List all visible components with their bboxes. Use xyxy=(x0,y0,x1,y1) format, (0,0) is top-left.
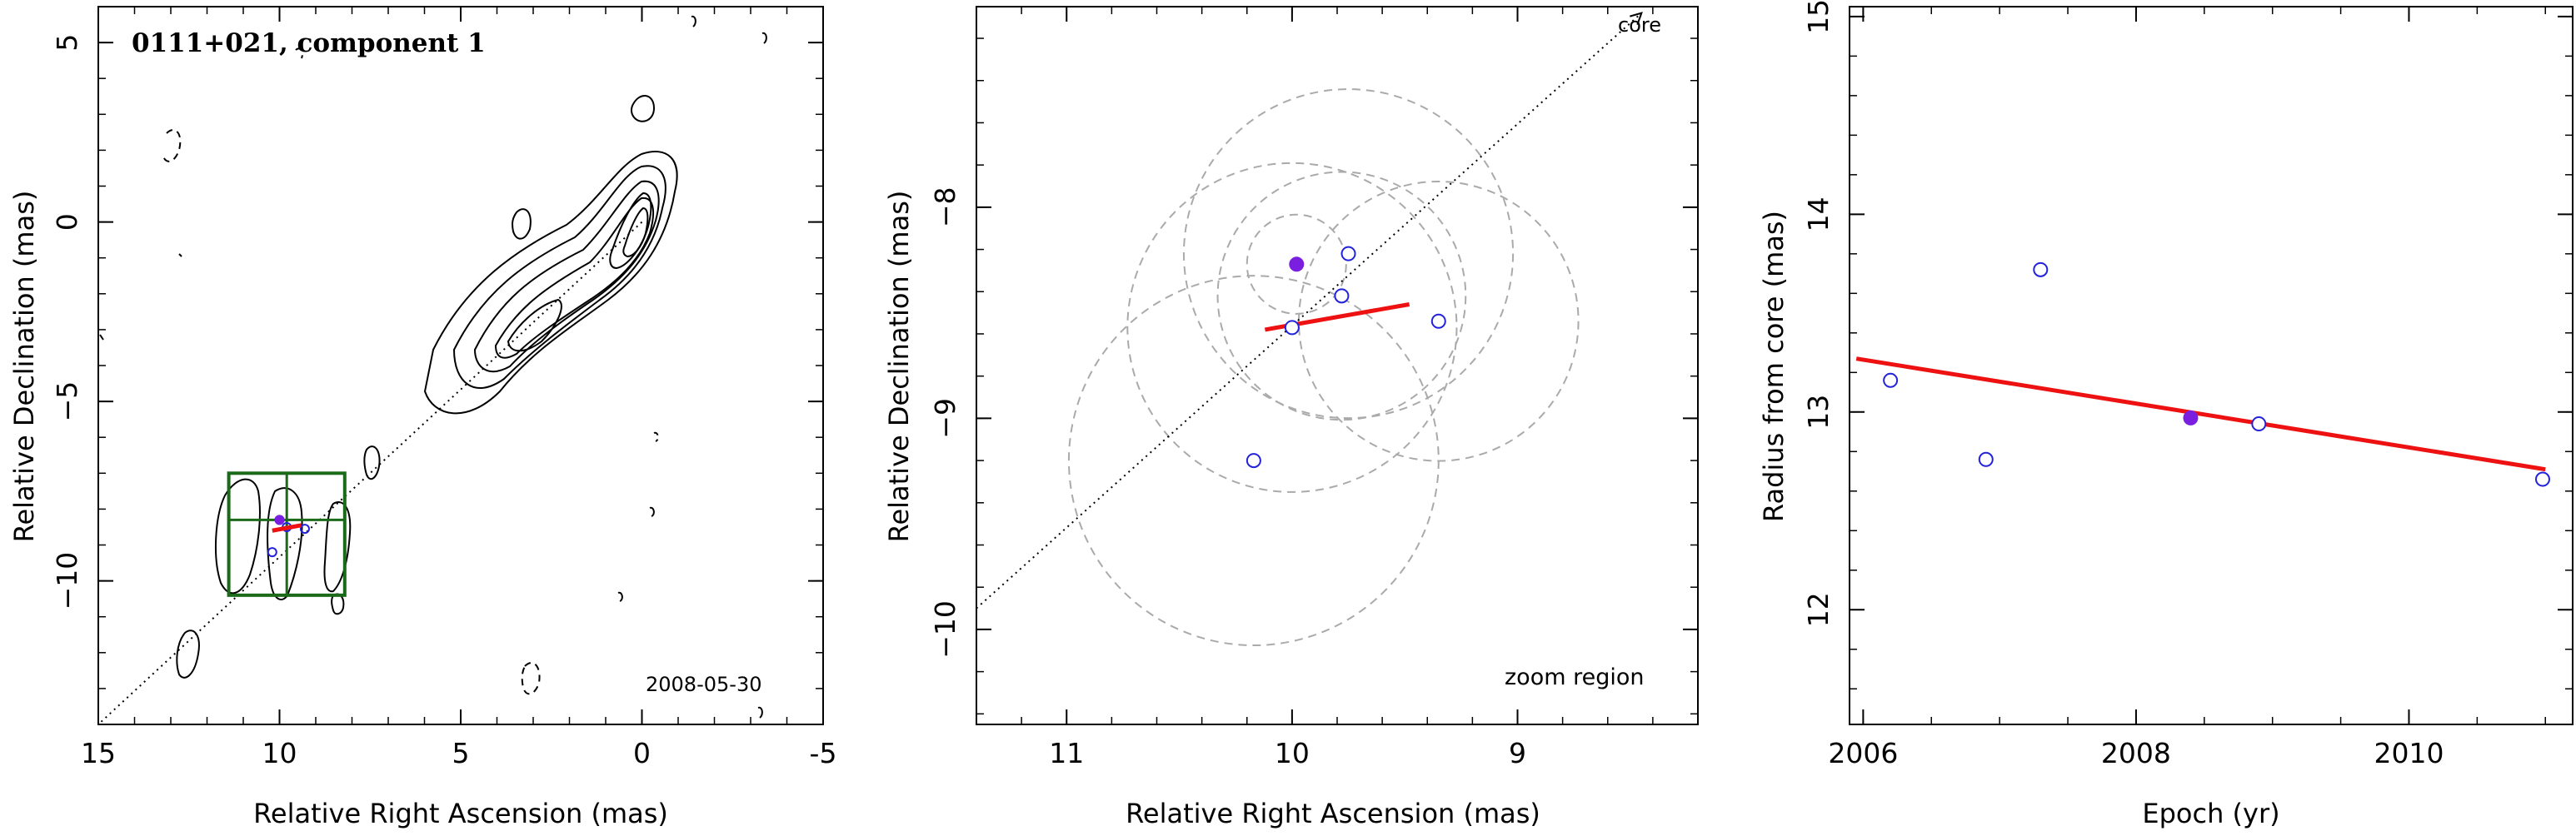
trend-line xyxy=(1855,356,2546,472)
y-tick-label: −9 xyxy=(929,398,961,439)
epoch-point xyxy=(1430,313,1446,329)
x-tick-label: 10 xyxy=(1275,737,1310,769)
y-axis-label: Relative Declination (mas) xyxy=(8,191,40,543)
y-tick-label: −10 xyxy=(51,552,83,610)
x-tick-label: 0 xyxy=(633,737,651,769)
contour-lines xyxy=(99,15,767,719)
current-epoch-point xyxy=(2183,410,2199,425)
current-epoch-point xyxy=(274,515,285,525)
epoch-point xyxy=(1340,246,1356,261)
x-tick-label: 2010 xyxy=(2374,737,2444,769)
x-axis-label: Relative Right Ascension (mas) xyxy=(253,798,668,829)
zoom-panel: 11 10 9 −8 −9 −10 core zoom region Relative R… xyxy=(883,6,1699,829)
epoch-point xyxy=(1246,453,1261,469)
plot-frame xyxy=(1849,6,2574,725)
y-tick-label: −8 xyxy=(929,187,961,228)
core-direction-line xyxy=(97,221,643,725)
y-tick-label: 0 xyxy=(51,213,83,231)
uncertainty-circle xyxy=(1182,88,1515,420)
y-tick-label: 5 xyxy=(51,34,83,52)
epoch-point xyxy=(2033,261,2049,277)
current-epoch-point xyxy=(1289,256,1305,272)
y-tick-label: 15 xyxy=(1802,0,1835,34)
epoch-point xyxy=(1978,451,1994,467)
y-axis-label: Relative Declination (mas) xyxy=(883,191,915,543)
core-annotation: core xyxy=(1618,13,1661,37)
panel-title: 0111+021, component 1 xyxy=(132,28,486,58)
epoch-point xyxy=(299,524,310,535)
y-tick-label: 14 xyxy=(1802,197,1835,231)
y-tick-label: 12 xyxy=(1802,592,1835,627)
epoch-annotation: 2008-05-30 xyxy=(646,673,761,696)
uncertainty-circle xyxy=(1067,275,1440,647)
x-axis-label: Epoch (yr) xyxy=(2142,798,2279,829)
epoch-point xyxy=(1334,288,1350,304)
y-axis-label: Radius from core (mas) xyxy=(1758,211,1790,522)
x-tick-label: 2008 xyxy=(2101,737,2171,769)
x-tick-label: 5 xyxy=(452,737,470,769)
x-axis-label: Relative Right Ascension (mas) xyxy=(1126,798,1540,829)
y-tick-label: 13 xyxy=(1802,395,1835,430)
uncertainty-circle xyxy=(1216,171,1467,421)
x-tick-label: 15 xyxy=(81,737,116,769)
radius-epoch-panel: 2006 2008 2010 12 13 14 15 Epoch (yr) Radius f… xyxy=(1758,0,2574,829)
trend-line xyxy=(272,523,302,533)
x-tick-label: 9 xyxy=(1509,737,1526,769)
y-tick-label: −10 xyxy=(929,600,961,659)
epoch-point xyxy=(267,547,277,558)
epoch-point xyxy=(2534,471,2550,487)
plot-frame xyxy=(976,6,1699,725)
core-arrow-head xyxy=(1630,12,1643,25)
uncertainty-circle xyxy=(1126,162,1458,493)
epoch-point xyxy=(2251,416,2267,432)
x-tick-label: -5 xyxy=(810,737,837,769)
uncertainty-circle xyxy=(1246,213,1347,315)
epoch-point xyxy=(1284,320,1300,336)
zoom-region-annotation: zoom region xyxy=(1505,664,1644,690)
epoch-point xyxy=(1883,372,1899,388)
plot-frame xyxy=(97,6,824,725)
x-tick-label: 2006 xyxy=(1828,737,1898,769)
x-tick-label: 11 xyxy=(1049,737,1084,769)
x-tick-label: 10 xyxy=(262,737,297,769)
contour-map-panel: 15 10 5 0 -5 5 0 −5 −10 0111+021, component 1 20… xyxy=(8,6,837,829)
y-tick-label: −5 xyxy=(51,381,83,422)
